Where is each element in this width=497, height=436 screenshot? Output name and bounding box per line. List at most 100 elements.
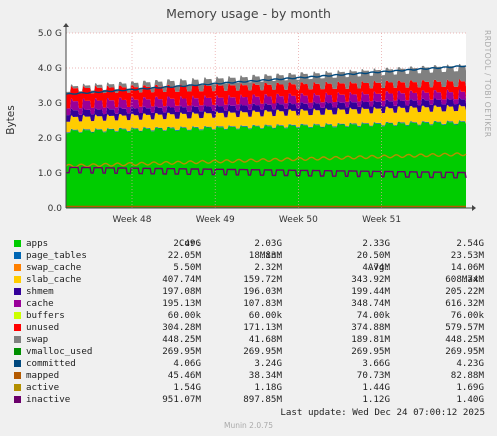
area-swap-cache bbox=[66, 120, 466, 133]
legend-cur: 22.05M bbox=[167, 250, 201, 261]
legend-min: 897.85M bbox=[243, 394, 282, 405]
last-update: Last update: Wed Dec 24 07:00:12 2025 bbox=[280, 407, 485, 418]
legend-cur: 448.25M bbox=[162, 334, 201, 345]
header-min: Min: bbox=[259, 250, 282, 261]
legend-name: page_tables bbox=[26, 250, 87, 261]
munin-version: Munin 2.0.75 bbox=[223, 421, 274, 430]
header-avg: Avg: bbox=[367, 262, 390, 273]
legend-name: mapped bbox=[26, 370, 60, 381]
legend-avg: 4.74M bbox=[362, 262, 390, 273]
legend-cur: 269.95M bbox=[162, 346, 201, 357]
legend-swatch bbox=[14, 252, 21, 259]
legend-row-swap: swap 448.25M 41.68M 189.81M 448.25M bbox=[0, 334, 497, 346]
legend-name: unused bbox=[26, 322, 60, 333]
y-tick-label: 1.0 G bbox=[38, 169, 62, 179]
legend-swatch bbox=[14, 300, 21, 307]
area-apps bbox=[66, 121, 466, 208]
legend-name: swap bbox=[26, 334, 49, 345]
legend-min: 3.24G bbox=[254, 358, 282, 369]
legend-name: vmalloc_used bbox=[26, 346, 93, 357]
legend-max: 579.57M bbox=[445, 322, 484, 333]
legend-max: 2.54G bbox=[456, 238, 484, 249]
legend-cur: 197.08M bbox=[162, 286, 201, 297]
legend-min: 107.83M bbox=[243, 298, 282, 309]
legend-min: 38.34M bbox=[248, 370, 282, 381]
legend-swatch bbox=[14, 276, 21, 283]
legend-avg: 2.33G bbox=[362, 238, 390, 249]
x-tick-label: Week 48 bbox=[113, 215, 152, 225]
legend-min: 1.18G bbox=[254, 382, 282, 393]
legend-max: 608.74M bbox=[445, 274, 484, 285]
legend-max: 76.00k bbox=[450, 310, 484, 321]
y-tick-label: 4.0 G bbox=[38, 64, 62, 74]
legend-row-inactive: inactive 951.07M 897.85M 1.12G 1.40G bbox=[0, 394, 497, 406]
legend-name: swap_cache bbox=[26, 262, 82, 273]
legend-row-shmem: shmem 197.08M 196.03M 199.44M 205.22M bbox=[0, 286, 497, 298]
legend-cur: 195.13M bbox=[162, 298, 201, 309]
legend-max: 4.23G bbox=[456, 358, 484, 369]
area-swap bbox=[66, 63, 466, 94]
legend-min: 41.68M bbox=[248, 334, 282, 345]
legend-min: 2.03G bbox=[254, 238, 282, 249]
y-tick-label: 5.0 G bbox=[38, 29, 62, 39]
rrdtool-credit: RRDTOOL / TOBI OETIKER bbox=[483, 30, 492, 138]
legend-swatch bbox=[14, 240, 21, 247]
area-cache bbox=[66, 89, 466, 116]
legend-name: inactive bbox=[26, 394, 71, 405]
legend-max: 1.40G bbox=[456, 394, 484, 405]
y-tick-label: 0.0 bbox=[48, 204, 63, 214]
legend-avg: 20.50M bbox=[356, 250, 390, 261]
legend-name: buffers bbox=[26, 310, 65, 321]
legend-avg: 70.73M bbox=[356, 370, 390, 381]
area-slab-cache bbox=[66, 104, 466, 133]
legend-row-buffers: buffers 60.00k 60.00k 74.00k 76.00k bbox=[0, 310, 497, 322]
y-tick-label: 3.0 G bbox=[38, 99, 62, 109]
header-cur: Cur: bbox=[178, 238, 201, 249]
line-inactive bbox=[66, 166, 467, 179]
legend-name: active bbox=[26, 382, 60, 393]
legend-row-cache: cache 195.13M 107.83M 348.74M 616.32M bbox=[0, 298, 497, 310]
legend-max: 269.95M bbox=[445, 346, 484, 357]
legend-row-vmalloc-used: vmalloc_used 269.95M 269.95M 269.95M 269.95M bbox=[0, 346, 497, 358]
legend-cur: 1.54G bbox=[173, 382, 201, 393]
legend-max: 1.69G bbox=[456, 382, 484, 393]
legend-name: cache bbox=[26, 298, 54, 309]
y-tick-label: 2.0 G bbox=[38, 134, 62, 144]
legend-min: 60.00k bbox=[248, 310, 282, 321]
legend-row-active: active 1.54G 1.18G 1.44G 1.69G bbox=[0, 382, 497, 394]
legend-avg: 269.95M bbox=[351, 346, 390, 357]
x-tick-label: Week 50 bbox=[279, 215, 318, 225]
legend-avg: 343.92M bbox=[351, 274, 390, 285]
legend-avg: 3.66G bbox=[362, 358, 390, 369]
legend-max: 14.06M bbox=[450, 262, 484, 273]
line-committed bbox=[65, 65, 467, 95]
legend-name: shmem bbox=[26, 286, 54, 297]
legend-max: 448.25M bbox=[445, 334, 484, 345]
header-max: Max: bbox=[461, 274, 484, 285]
legend-avg: 348.74M bbox=[351, 298, 390, 309]
legend-swatch bbox=[14, 336, 21, 343]
legend-min: 196.03M bbox=[243, 286, 282, 297]
legend-cur: 304.28M bbox=[162, 322, 201, 333]
legend-min: 171.13M bbox=[243, 322, 282, 333]
y-axis-arrow bbox=[63, 23, 69, 27]
legend-avg: 199.44M bbox=[351, 286, 390, 297]
legend-name: slab_cache bbox=[26, 274, 82, 285]
x-tick-label: Week 51 bbox=[362, 215, 401, 225]
legend-max: 82.88M bbox=[450, 370, 484, 381]
legend-swatch bbox=[14, 348, 21, 355]
legend-avg: 1.44G bbox=[362, 382, 390, 393]
legend-row-unused: unused 304.28M 171.13M 374.88M 579.57M bbox=[0, 322, 497, 334]
legend-swatch bbox=[14, 384, 21, 391]
legend-swatch bbox=[14, 372, 21, 379]
line-active bbox=[65, 152, 467, 168]
legend-min: 159.72M bbox=[243, 274, 282, 285]
x-axis-arrow bbox=[472, 205, 476, 211]
legend-swatch bbox=[14, 360, 21, 367]
legend-cur: 60.00k bbox=[167, 310, 201, 321]
legend-swatch bbox=[14, 264, 21, 271]
legend-min: 18.83M bbox=[248, 250, 282, 261]
legend-swatch bbox=[14, 288, 21, 295]
area-page-tables bbox=[66, 120, 466, 134]
